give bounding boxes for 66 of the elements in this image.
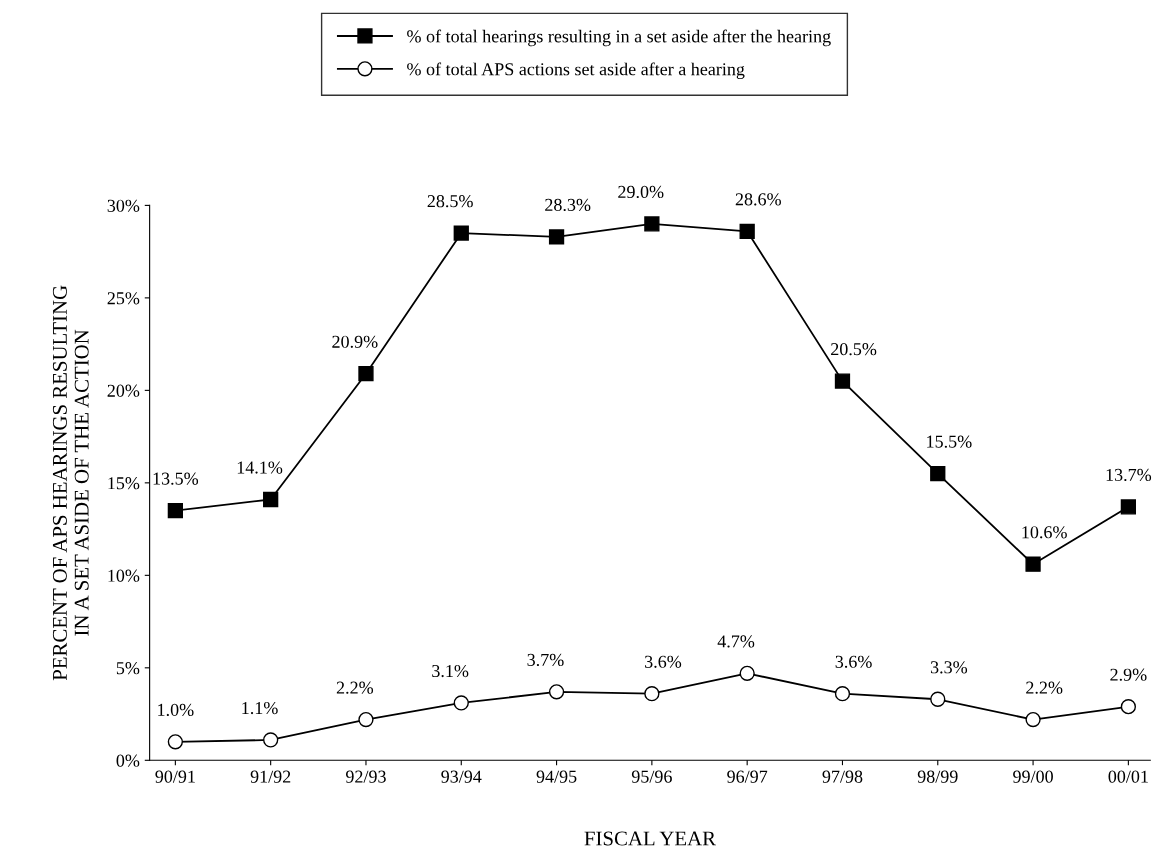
x-tick-label: 95/96 [631,770,672,783]
data-label: 20.5% [831,343,877,356]
y-tick-label: 20% [107,384,140,397]
data-label: 1.1% [242,701,278,715]
data-label: 29.0% [618,185,664,199]
x-tick-label: 99/00 [1013,770,1053,783]
y-tick-label: 0% [116,754,140,767]
data-label: 2.9% [1110,668,1147,681]
point [834,373,851,389]
data-label: 3.1% [432,664,469,678]
data-label: 2.2% [336,681,374,694]
x-tick-label: 98/99 [917,770,958,783]
data-label: 20.9% [332,335,378,348]
data-label: 13.7% [1106,468,1152,482]
x-tick-label: 00/01 [1108,770,1148,783]
point [548,229,565,245]
point [1120,699,1137,715]
point [1025,711,1041,728]
y-tick-label: 10% [108,569,140,582]
x-tick-label: 94/95 [536,770,577,783]
point [644,686,660,702]
point [453,695,469,711]
y-axis-title: PERCENT OF APS HEARINGS RESULTING IN A SET ASIDE OF THE ACTION [52,285,89,681]
data-label: 3.7% [527,653,564,667]
data-label: 15.5% [927,435,972,448]
x-axis-title: FISCAL YEAR [584,831,716,846]
x-tick-label: 96/97 [727,770,768,783]
data-label: 3.6% [645,655,682,668]
point [548,684,565,700]
point [263,732,279,748]
x-tick-label: 93/94 [441,770,482,783]
data-label: 3.6% [835,655,872,668]
data-label: 28.6% [735,193,781,206]
point [930,691,946,707]
data-label: 1.0% [158,703,194,716]
point [1025,556,1041,572]
y-tick-label: 15% [108,477,140,490]
data-label: 4.7% [717,635,755,648]
data-label: 28.5% [427,195,473,208]
data-label: 3.3% [930,661,968,674]
x-tick-label: 90/91 [155,770,195,783]
point [263,491,279,508]
data-label: 13.5% [153,472,199,485]
point [644,216,660,232]
point [358,711,374,728]
data-label: 2.2% [1026,681,1063,694]
point [739,665,755,682]
point [453,225,469,241]
data-label: 14.1% [237,461,283,474]
data-label: 10.6% [1022,526,1067,539]
point [834,686,851,702]
legend-label: % of total APS actions set aside after a hearing [407,62,745,80]
point [167,502,184,519]
y-tick-label: 25% [107,292,140,305]
y-tick-label: 5% [116,662,140,675]
point [1120,499,1137,515]
data-label: 28.3% [545,198,591,212]
point [739,223,755,239]
point [358,366,374,382]
x-tick-label: 91/92 [250,770,291,783]
x-tick-label: 97/98 [822,770,863,783]
legend-label: % of total hearings resulting in a set aside after the hearing [407,29,831,47]
point [930,465,946,482]
x-tick-label: 92/93 [345,770,386,783]
point [167,734,184,750]
y-tick-label: 30% [107,199,140,212]
